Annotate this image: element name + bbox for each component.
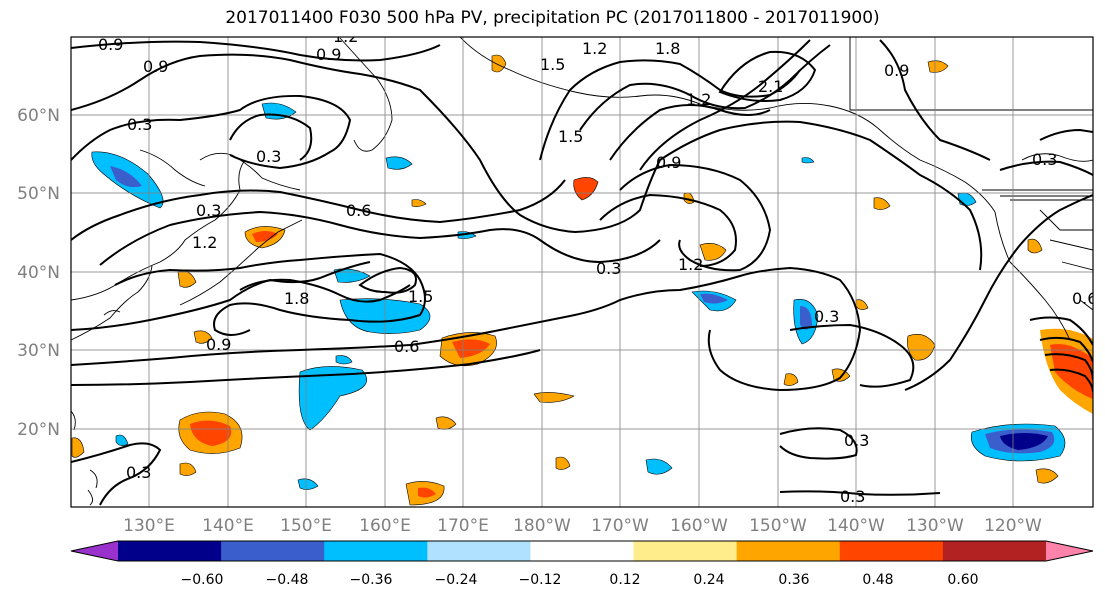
contour-label: 0.9 [884,61,909,80]
lat-label: 30°N [17,341,60,361]
contour-label: 0.9 [98,35,123,54]
longitude-labels: 130°E 140°E 150°E 160°E 170°E 180°W 170°… [123,516,1042,536]
colorbar-segments [71,541,1093,561]
contour-label: 0.9 [206,335,231,354]
lon-label: 170°E [437,516,489,536]
contour-label: 0.6 [346,201,371,220]
contour-label: 0.3 [256,147,281,166]
lon-label: 150°W [749,516,807,536]
contour-label: 1.2 [686,90,711,109]
precip-positive-patches [71,54,1093,506]
map-panel: 0.9 1.2 0.9 0.9 1.2 1.5 1.8 2.1 0.3 0.3 … [71,27,1097,507]
latitude-labels: 60°N 50°N 40°N 30°N 20°N [17,106,60,440]
lon-label: 130°E [123,516,175,536]
lon-label: 160°W [670,516,728,536]
contour-label: 0.3 [814,307,839,326]
contour-label: 1.2 [192,233,217,252]
contour-label: 0.3 [126,463,151,482]
colorbar-segment [633,541,738,561]
contour-label: 0.3 [196,201,221,220]
precip-negative-patches [91,102,1066,490]
contour-label: 1.5 [408,287,433,306]
lat-label: 50°N [17,184,60,204]
contour-label: 0.9 [656,153,681,172]
colorbar-extension-max [1046,541,1093,561]
contour-label: 1.2 [678,255,703,274]
contour-label: 0.6 [394,337,419,356]
colorbar: −0.60 −0.48 −0.36 −0.24 −0.12 0.12 0.24 … [70,540,1094,588]
lon-label: 120°W [984,516,1042,536]
lon-label: 180°W [513,516,571,536]
coastlines [71,37,1093,506]
colorbar-segment [324,541,428,561]
colorbar-outline [70,540,1094,562]
lat-label: 20°N [17,420,60,440]
colorbar-tick: 0.12 [609,572,640,588]
lon-label: 140°W [827,516,885,536]
colorbar-tick: 0.60 [947,572,978,588]
contour-label: 0.3 [127,115,152,134]
colorbar-segment [942,541,1047,561]
contour-label: 0.9 [316,45,341,64]
contour-label: 1.8 [655,39,680,58]
contour-label: 1.2 [582,39,607,58]
lon-label: 130°W [906,516,964,536]
contour-label: 1.5 [540,55,565,74]
colorbar-tick: −0.36 [350,572,393,588]
colorbar-ticks: −0.60 −0.48 −0.36 −0.24 −0.12 0.12 0.24 … [181,572,979,588]
map-frame [70,36,1094,508]
contour-label: 1.5 [558,127,583,146]
pv-contours [71,39,1093,506]
colorbar-segment [118,541,222,561]
lat-label: 40°N [17,263,60,283]
gridlines [71,37,1093,507]
map-title: 2017011400 F030 500 hPa PV, precipitatio… [225,8,880,28]
contour-label: 0.3 [596,259,621,278]
colorbar-extension-min [71,541,118,561]
lon-label: 170°W [591,516,649,536]
colorbar-tick: 0.48 [862,572,893,588]
contour-label: 1.8 [284,289,309,308]
colorbar-segment [839,541,944,561]
contour-label: 1.2 [333,27,358,46]
contour-labels: 0.9 1.2 0.9 0.9 1.2 1.5 1.8 2.1 0.3 0.3 … [98,27,1097,506]
colorbar-tick: −0.24 [435,572,478,588]
colorbar-tick: 0.36 [778,572,809,588]
colorbar-tick: −0.12 [519,572,562,588]
colorbar-tick: −0.60 [181,572,224,588]
colorbar-segment [427,541,531,561]
contour-label: 0.3 [844,431,869,450]
colorbar-segment [736,541,841,561]
lon-label: 140°E [202,516,254,536]
lat-label: 60°N [17,106,60,126]
colorbar-tick: −0.48 [266,572,309,588]
contour-label: 0.6 [1072,289,1097,308]
lon-label: 150°E [280,516,332,536]
contour-label: 2.1 [758,77,783,96]
lon-label: 160°E [359,516,411,536]
colorbar-segment [221,541,325,561]
contour-label: 0.9 [143,57,168,76]
colorbar-tick: 0.24 [693,572,724,588]
contour-label: 0.3 [1032,150,1057,169]
contour-label: 0.3 [840,487,865,506]
colorbar-segment [530,541,635,561]
